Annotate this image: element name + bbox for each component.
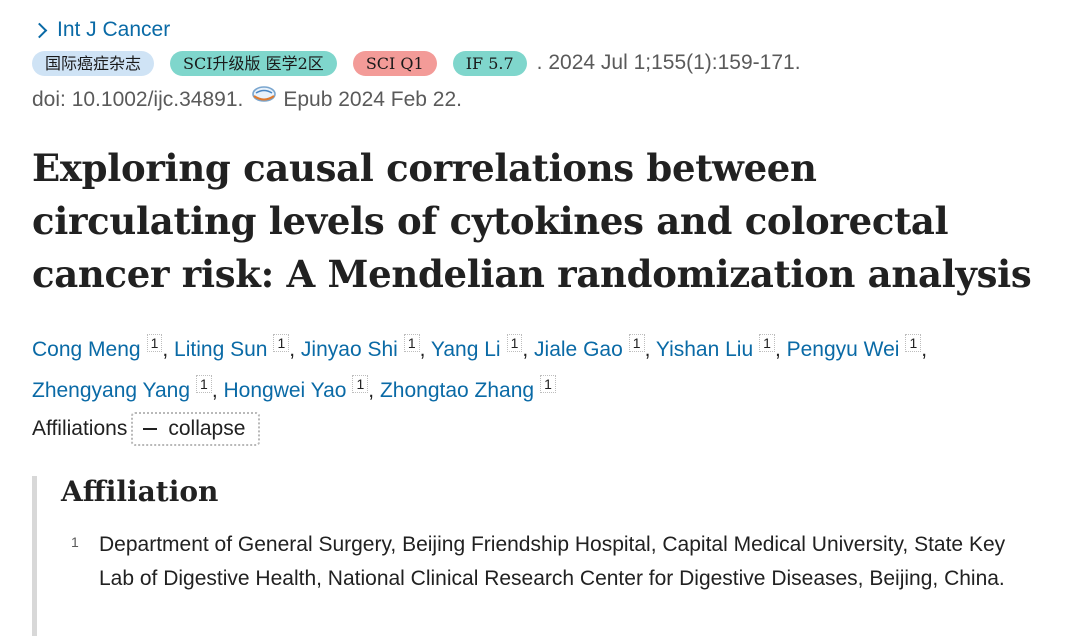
doi-row: doi: 10.1002/ijc.34891. Epub 2024 Feb 22… — [32, 86, 462, 114]
badge-impact-factor[interactable]: IF 5.7 — [452, 50, 527, 76]
affiliation-ref[interactable]: 1 — [506, 334, 523, 352]
author-link[interactable]: Pengyu Wei — [786, 338, 900, 361]
affiliation-ref[interactable]: 1 — [146, 334, 163, 352]
badge-journal-cn[interactable]: 国际癌症杂志 — [32, 50, 155, 76]
doi-text: doi: 10.1002/ijc.34891. — [32, 88, 244, 111]
affiliation-ref[interactable]: 1 — [905, 334, 922, 352]
author-link[interactable]: Jinyao Shi — [300, 338, 398, 361]
affiliation-item: 1 Department of General Surgery, Beijing… — [71, 528, 1041, 596]
chevron-right-icon[interactable] — [31, 22, 48, 38]
affiliation-ref[interactable]: 1 — [628, 334, 645, 352]
author-link[interactable]: Zhengyang Yang — [32, 379, 191, 402]
affiliation-ref[interactable]: 1 — [273, 334, 290, 352]
author-link[interactable]: Hongwei Yao — [223, 379, 347, 402]
affiliation-ref[interactable]: 1 — [352, 375, 369, 393]
author-link[interactable]: Jiale Gao — [534, 338, 623, 361]
citation-date: . 2024 Jul 1;155(1):159-171. — [536, 51, 801, 74]
affiliation-ref[interactable]: 1 — [540, 375, 556, 393]
collapse-button[interactable]: collapse — [131, 412, 261, 446]
author-list: Cong Meng 1, Liting Sun 1, Jinyao Shi 1, Ya… — [32, 334, 928, 402]
affiliation-number: 1 — [71, 534, 79, 550]
minus-icon — [143, 427, 158, 431]
affiliation-panel: Affiliation 1 Department of General Surg… — [32, 476, 1047, 636]
author-link[interactable]: Cong Meng — [32, 338, 141, 361]
author-link[interactable]: Yang Li — [430, 338, 501, 361]
journal-line: Int J Cancer — [31, 16, 171, 44]
badge-sci-upgrade[interactable]: SCI升级版 医学2区 — [170, 50, 337, 76]
badge-row: 国际癌症杂志 SCI升级版 医学2区 SCI Q1 IF 5.7 . 2024 … — [32, 50, 801, 76]
affiliation-text: Department of General Surgery, Beijing F… — [99, 533, 1006, 590]
author-link[interactable]: Yishan Liu — [655, 338, 754, 361]
affiliation-ref[interactable]: 1 — [403, 334, 420, 352]
collapse-button-label: collapse — [168, 417, 246, 440]
epub-date: Epub 2024 Feb 22. — [283, 88, 462, 111]
affiliation-ref[interactable]: 1 — [759, 334, 775, 352]
affiliation-heading: Affiliation — [61, 475, 219, 508]
affiliations-label: Affiliations — [32, 417, 128, 440]
article-title: Exploring causal correlations between ci… — [32, 146, 1032, 296]
author-link[interactable]: Zhongtao Zhang — [379, 379, 535, 402]
epub-icon — [251, 85, 277, 107]
journal-link[interactable]: Int J Cancer — [57, 18, 171, 41]
affiliations-toggle-row: Affiliations collapse — [32, 410, 261, 448]
badge-sci-q1[interactable]: SCI Q1 — [352, 50, 437, 76]
affiliation-ref[interactable]: 1 — [196, 375, 212, 393]
author-link[interactable]: Liting Sun — [174, 338, 268, 361]
